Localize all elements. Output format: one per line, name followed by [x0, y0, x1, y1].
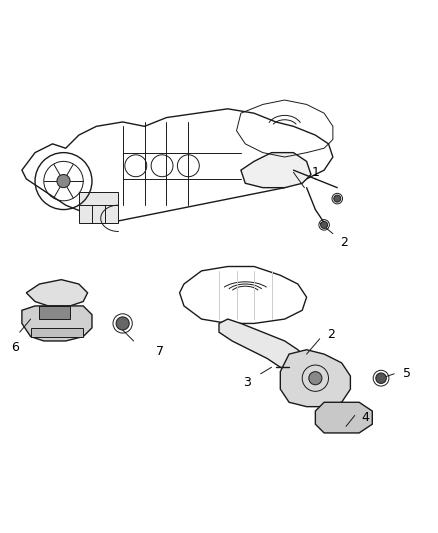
Polygon shape [39, 306, 70, 319]
Polygon shape [22, 306, 92, 341]
Circle shape [309, 372, 322, 385]
Text: 7: 7 [156, 345, 164, 358]
Text: 2: 2 [340, 236, 348, 249]
Text: 3: 3 [244, 376, 251, 389]
Text: 4: 4 [362, 411, 370, 424]
Polygon shape [31, 328, 83, 336]
Circle shape [376, 373, 386, 383]
Circle shape [57, 174, 70, 188]
Polygon shape [79, 192, 118, 223]
Circle shape [116, 317, 129, 330]
Polygon shape [315, 402, 372, 433]
Text: 1: 1 [311, 166, 319, 179]
Text: 5: 5 [403, 367, 411, 381]
Circle shape [321, 221, 328, 229]
Circle shape [334, 195, 341, 202]
Polygon shape [241, 152, 311, 188]
Polygon shape [280, 350, 350, 407]
Polygon shape [219, 319, 307, 372]
Text: 2: 2 [327, 328, 335, 341]
Polygon shape [26, 280, 88, 306]
Text: 6: 6 [11, 341, 19, 354]
